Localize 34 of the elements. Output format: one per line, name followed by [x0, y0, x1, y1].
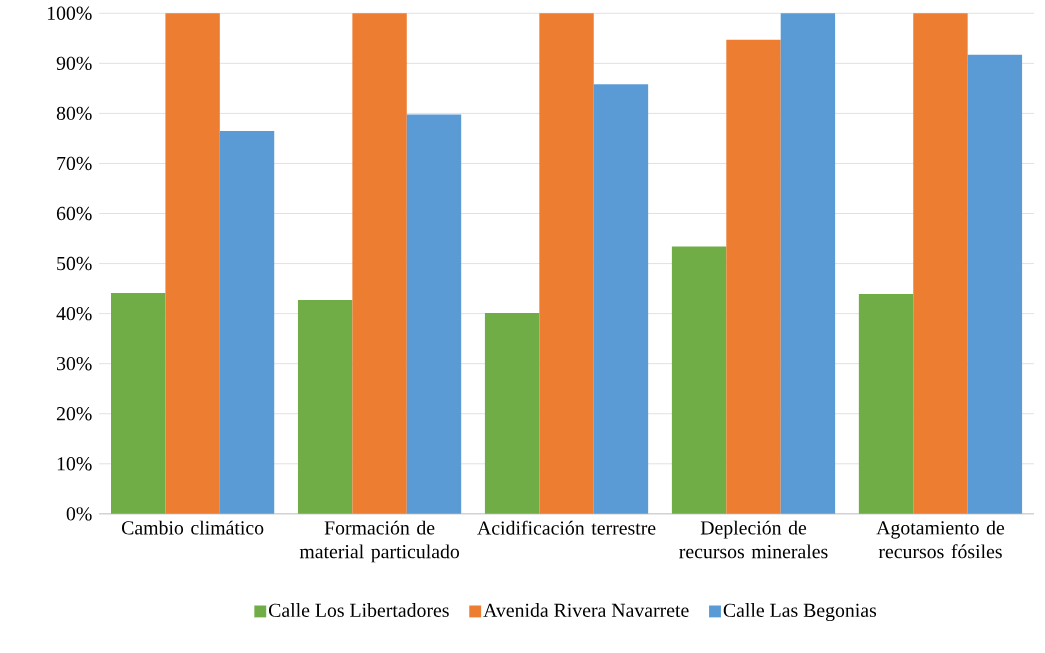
bar [671, 246, 727, 515]
bar [858, 294, 914, 515]
y-tick-label: 30% [57, 357, 92, 371]
bar [913, 13, 968, 515]
y-tick-label: 60% [56, 207, 92, 221]
y-tick-label: 40% [56, 307, 92, 321]
y-tick-label: 10% [57, 457, 92, 471]
bar [297, 300, 353, 515]
bar [726, 40, 781, 515]
y-tick-label: 90% [56, 56, 92, 71]
x-tick-label: Agotamiento de recursos fósiles [876, 520, 1005, 559]
x-tick-label: Cambio climático [121, 520, 264, 535]
bar [165, 13, 220, 515]
y-tick-label: 70% [57, 156, 92, 171]
bar [406, 114, 462, 515]
x-tick-label: Acidificación terrestre [477, 520, 656, 535]
bar [539, 13, 594, 515]
legend-label: Calle Las Begonias [723, 603, 877, 622]
y-tick-label: 50% [57, 257, 92, 271]
legend-label: Avenida Rivera Navarrete [483, 603, 689, 618]
bar [484, 313, 540, 515]
y-tick-label: 20% [56, 407, 92, 421]
x-tick-label: Depleción de recursos minerales [679, 520, 828, 559]
bar [780, 13, 836, 515]
bar [967, 55, 1023, 515]
bar [219, 131, 275, 515]
legend-label: Calle Los Libertadores [269, 603, 449, 618]
y-tick-label: 0% [66, 507, 92, 521]
bar [352, 13, 407, 515]
bar [593, 84, 649, 515]
x-tick-label: Formación de material particulado [299, 520, 460, 563]
y-tick-label: 80% [56, 106, 92, 121]
y-tick-label: 100% [47, 6, 92, 21]
bar [111, 293, 166, 515]
